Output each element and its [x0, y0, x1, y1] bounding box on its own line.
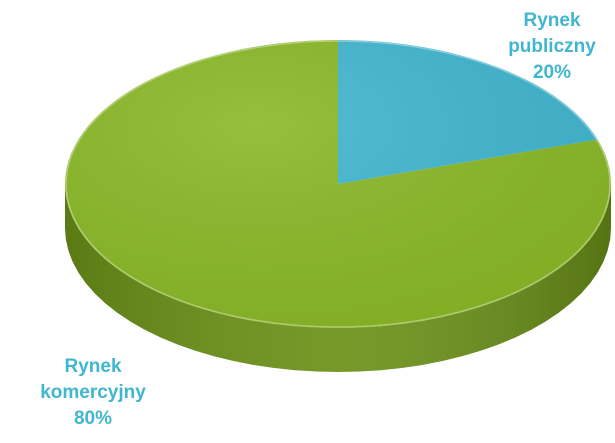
slice-label-line: Rynek: [523, 10, 581, 31]
slice-label-rynek-komercyjny: Rynek komercyjny 80%: [18, 354, 168, 432]
slice-label-rynek-publiczny: Rynek publiczny 20%: [492, 8, 612, 86]
slice-label-line: komercyjny: [40, 382, 146, 403]
slice-percent-label: 20%: [532, 62, 572, 83]
pie-slice-side-shading: [65, 184, 611, 372]
pie-rim-highlight: [65, 40, 611, 328]
slice-label-line: publiczny: [508, 36, 596, 57]
slice-label-line: Rynek: [64, 356, 122, 377]
pie-top-shading: [65, 40, 611, 328]
slice-percent-label: 80%: [73, 408, 113, 429]
